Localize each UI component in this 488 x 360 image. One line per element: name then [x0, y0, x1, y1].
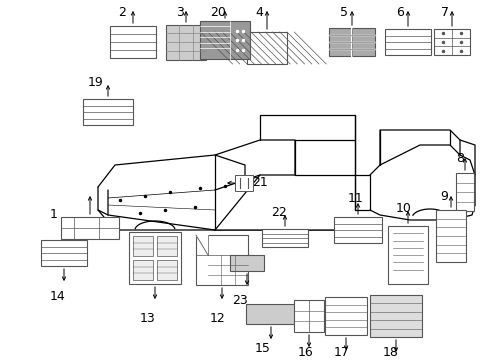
- Bar: [369, 295, 421, 337]
- Bar: [325, 297, 366, 335]
- Text: 15: 15: [254, 342, 270, 355]
- Bar: [129, 232, 181, 284]
- Bar: [157, 260, 177, 280]
- Text: 8: 8: [455, 152, 463, 165]
- Bar: [433, 29, 469, 55]
- Bar: [246, 32, 286, 64]
- Bar: [328, 28, 374, 56]
- Bar: [262, 229, 307, 247]
- Text: 9: 9: [439, 189, 447, 202]
- Bar: [83, 99, 133, 125]
- Text: 14: 14: [50, 289, 65, 302]
- Bar: [165, 24, 205, 59]
- Text: 5: 5: [339, 5, 347, 18]
- Text: 4: 4: [254, 5, 263, 18]
- Text: 21: 21: [251, 176, 267, 189]
- Bar: [384, 29, 430, 55]
- Text: 3: 3: [176, 5, 183, 18]
- Bar: [196, 235, 247, 285]
- Text: 11: 11: [347, 192, 363, 204]
- Text: 19: 19: [88, 76, 103, 89]
- Bar: [245, 304, 295, 324]
- Text: 7: 7: [440, 5, 448, 18]
- Text: 22: 22: [270, 207, 286, 220]
- Text: 12: 12: [209, 311, 225, 324]
- Text: 18: 18: [382, 346, 398, 359]
- Text: 20: 20: [209, 5, 225, 18]
- Bar: [293, 300, 324, 332]
- Text: 10: 10: [395, 202, 411, 215]
- Bar: [110, 26, 156, 58]
- Bar: [435, 210, 465, 262]
- Bar: [455, 173, 473, 211]
- Text: 23: 23: [231, 293, 247, 306]
- Text: 13: 13: [140, 311, 156, 324]
- Bar: [41, 240, 87, 266]
- Text: 6: 6: [395, 5, 403, 18]
- Bar: [61, 217, 119, 239]
- Bar: [333, 217, 381, 243]
- Bar: [133, 260, 153, 280]
- Bar: [229, 255, 264, 271]
- Bar: [200, 21, 249, 59]
- Bar: [157, 236, 177, 256]
- Bar: [133, 236, 153, 256]
- Text: 16: 16: [297, 346, 313, 359]
- Text: 17: 17: [333, 346, 349, 359]
- Bar: [235, 175, 252, 191]
- Bar: [387, 226, 427, 284]
- Text: 2: 2: [118, 5, 125, 18]
- Text: 1: 1: [50, 208, 58, 221]
